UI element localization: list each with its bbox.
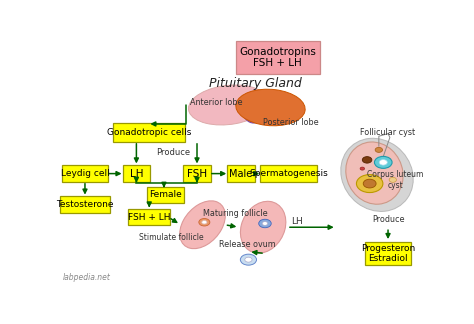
Ellipse shape <box>259 219 271 228</box>
Ellipse shape <box>180 201 225 249</box>
Text: Progesteron
Estradiol: Progesteron Estradiol <box>361 244 415 263</box>
Text: FSH: FSH <box>187 168 207 179</box>
Text: Corpus luteum
cyst: Corpus luteum cyst <box>367 170 424 190</box>
Ellipse shape <box>236 89 305 126</box>
Ellipse shape <box>240 201 286 253</box>
Ellipse shape <box>242 97 262 123</box>
Text: LH: LH <box>292 217 303 226</box>
Ellipse shape <box>245 257 252 262</box>
Text: Stimulate follicle: Stimulate follicle <box>139 233 204 242</box>
Text: Spermatogenesis: Spermatogenesis <box>249 169 328 178</box>
Ellipse shape <box>199 218 210 226</box>
Text: Posterior lobe: Posterior lobe <box>263 118 319 127</box>
Text: FSH + LH: FSH + LH <box>128 213 171 222</box>
Text: Produce: Produce <box>372 215 404 224</box>
Text: Release ovum: Release ovum <box>219 240 276 249</box>
Text: Maturing follicle: Maturing follicle <box>202 209 267 218</box>
Ellipse shape <box>262 222 268 226</box>
Ellipse shape <box>356 175 383 192</box>
Text: Gonadotropins
FSH + LH: Gonadotropins FSH + LH <box>239 47 316 68</box>
FancyBboxPatch shape <box>365 242 411 265</box>
Text: Leydig cell: Leydig cell <box>61 169 109 178</box>
FancyBboxPatch shape <box>236 41 320 74</box>
Ellipse shape <box>363 179 376 188</box>
Ellipse shape <box>374 156 392 168</box>
FancyBboxPatch shape <box>113 123 185 142</box>
Ellipse shape <box>346 142 403 204</box>
Ellipse shape <box>202 221 207 224</box>
FancyBboxPatch shape <box>260 165 317 182</box>
Text: labpedia.net: labpedia.net <box>63 273 111 282</box>
FancyBboxPatch shape <box>60 196 110 213</box>
Text: Follicular cyst: Follicular cyst <box>360 128 416 137</box>
Text: Gonadotropic cells: Gonadotropic cells <box>107 128 191 137</box>
Ellipse shape <box>375 147 383 152</box>
Ellipse shape <box>341 138 413 212</box>
Ellipse shape <box>360 167 365 170</box>
FancyBboxPatch shape <box>123 165 150 182</box>
Text: Anterior lobe: Anterior lobe <box>190 98 242 107</box>
Ellipse shape <box>240 254 256 265</box>
Text: Produce: Produce <box>156 148 190 157</box>
FancyBboxPatch shape <box>147 187 184 203</box>
Text: Male: Male <box>229 168 253 179</box>
Text: Pituitary Gland: Pituitary Gland <box>210 77 302 90</box>
Ellipse shape <box>379 160 387 165</box>
Text: Testosterone: Testosterone <box>56 200 114 209</box>
Ellipse shape <box>362 156 372 163</box>
FancyBboxPatch shape <box>183 165 211 182</box>
FancyBboxPatch shape <box>128 209 170 226</box>
Text: LH: LH <box>130 168 143 179</box>
Ellipse shape <box>389 177 396 182</box>
FancyBboxPatch shape <box>228 165 255 182</box>
Text: Female: Female <box>149 190 182 199</box>
Ellipse shape <box>189 85 268 125</box>
FancyBboxPatch shape <box>62 165 108 182</box>
